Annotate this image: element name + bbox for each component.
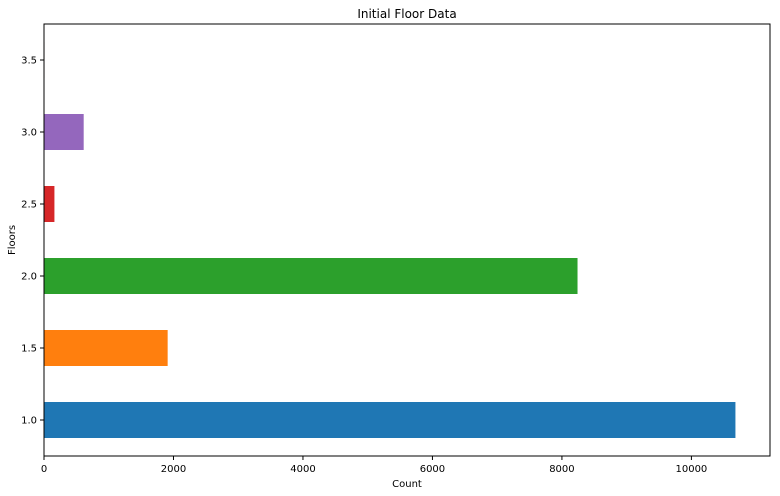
x-tick-label: 8000 [549, 464, 574, 475]
x-axis-ticks: 0 2000 4000 6000 8000 10000 [41, 456, 707, 475]
bar-3-0 [44, 114, 84, 150]
plot-frame [43, 23, 771, 457]
x-axis-label: Count [392, 479, 422, 490]
bar-2-5 [44, 186, 55, 222]
y-tick-label: 1.5 [21, 344, 37, 355]
x-tick-label: 6000 [420, 464, 445, 475]
y-tick-label: 2.5 [21, 200, 37, 211]
x-tick-label: 10000 [675, 464, 707, 475]
x-tick-label: 4000 [290, 464, 315, 475]
x-tick-label: 0 [41, 464, 47, 475]
y-axis-label: Floors [7, 225, 18, 255]
bar-2-0 [44, 258, 578, 294]
y-tick-label: 2.0 [21, 272, 37, 283]
y-tick-label: 1.0 [21, 416, 37, 427]
bars-group [44, 42, 736, 438]
chart-title: Initial Floor Data [357, 7, 456, 21]
y-axis-ticks: 1.0 1.5 2.0 2.5 3.0 3.5 [21, 56, 44, 427]
bar-1-5 [44, 330, 168, 366]
y-tick-label: 3.5 [21, 56, 37, 67]
x-tick-label: 2000 [161, 464, 186, 475]
y-tick-label: 3.0 [21, 128, 37, 139]
bar-1-0 [44, 402, 736, 438]
